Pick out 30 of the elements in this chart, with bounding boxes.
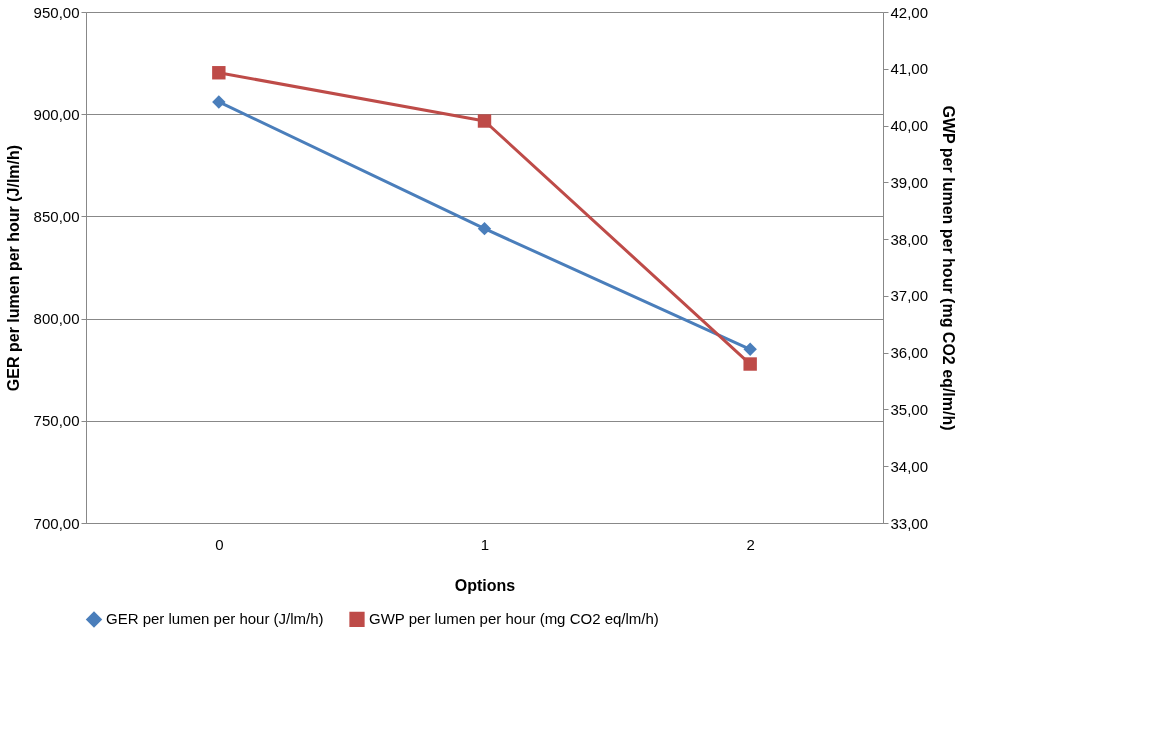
y-tick-label: 700,00 bbox=[33, 514, 80, 532]
x-tick-label: 0 bbox=[215, 535, 224, 553]
x-tick-label: 1 bbox=[480, 535, 490, 553]
point bbox=[743, 357, 757, 371]
y-tick-label: 750,00 bbox=[33, 412, 80, 430]
point bbox=[743, 342, 757, 356]
y-axis-title: GER per lumen per hour (J/lm/h) bbox=[4, 144, 22, 392]
point bbox=[477, 114, 492, 128]
point bbox=[477, 221, 492, 236]
y2-tick-label: 40,00 bbox=[890, 117, 929, 135]
y-tick-label: 900,00 bbox=[33, 105, 80, 123]
legend-label: GWP per lumen per hour (mg CO2 eq/lm/h) bbox=[369, 610, 659, 628]
y2-tick-label: 34,00 bbox=[890, 457, 929, 475]
y2-tick-label: 42,00 bbox=[890, 3, 929, 21]
x-axis-title: Options bbox=[454, 576, 516, 594]
y2-tick-label: 35,00 bbox=[890, 400, 929, 418]
point bbox=[212, 66, 226, 80]
y-tick-label: 800,00 bbox=[33, 310, 80, 328]
y2-tick-label: 38,00 bbox=[890, 230, 929, 248]
point bbox=[212, 95, 226, 109]
y2-tick-label: 36,00 bbox=[890, 344, 929, 362]
legend-label: GER per lumen per hour (J/lm/h) bbox=[106, 610, 324, 628]
y-tick-label: 950,00 bbox=[33, 3, 80, 21]
y2-axis-title: GWP per lumen per hour (mg CO2 eq/lm/h) bbox=[940, 105, 958, 431]
y2-tick-label: 39,00 bbox=[890, 173, 929, 191]
y2-tick-label: 33,00 bbox=[890, 514, 929, 532]
y2-tick-label: 37,00 bbox=[890, 287, 929, 305]
x-tick-label: 2 bbox=[746, 535, 755, 553]
y-tick-label: 850,00 bbox=[33, 207, 80, 225]
y2-tick-label: 41,00 bbox=[890, 60, 929, 78]
